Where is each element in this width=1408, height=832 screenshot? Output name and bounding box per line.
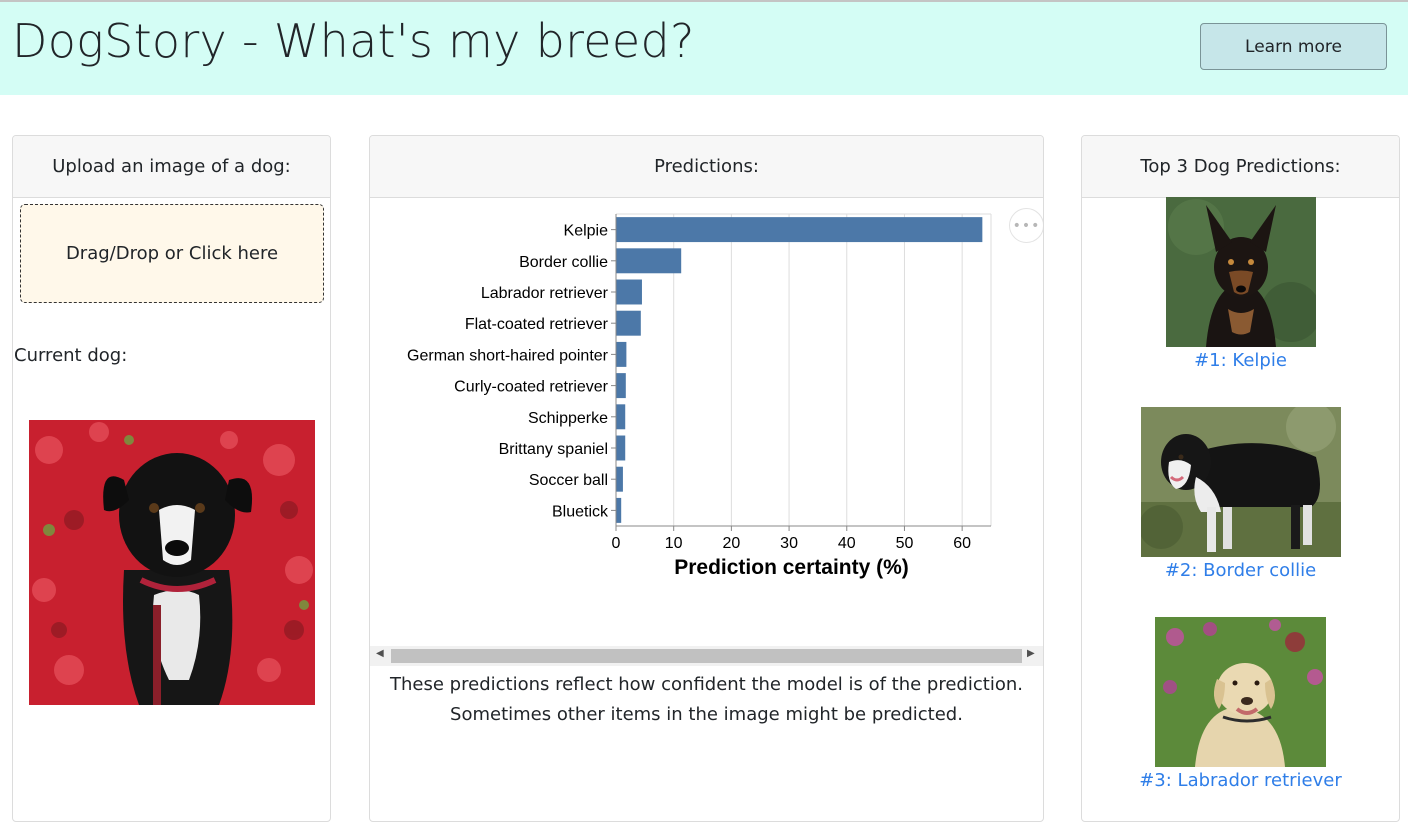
top3-card: Top 3 Dog Predictions: #1: Kelpie [1081, 135, 1400, 822]
bar-bluetick [616, 497, 622, 523]
prediction-link-2[interactable]: #2: Border collie [1164, 560, 1317, 581]
x-tick-label: 30 [780, 535, 798, 552]
bar-brittany-spaniel [616, 435, 626, 461]
upload-card: Upload an image of a dog: Drag/Drop or C… [12, 135, 331, 822]
x-tick-label: 20 [722, 535, 740, 552]
x-tick-label: 60 [953, 535, 971, 552]
x-tick-label: 50 [896, 535, 914, 552]
current-dog-image [29, 420, 315, 705]
y-tick-label: Kelpie [564, 223, 609, 240]
x-tick-label: 40 [838, 535, 856, 552]
scroll-right-arrow-icon[interactable]: ▶ [1027, 648, 1035, 659]
predictions-card: Predictions: Kelpie Border collie Labrador… [369, 135, 1044, 822]
y-tick-label: Labrador retriever [481, 285, 609, 302]
bar-german-short-haired-pointer [616, 341, 627, 367]
prediction-chart-area: Kelpie Border collie Labrador retriever Fla… [370, 198, 1043, 648]
scroll-left-arrow-icon[interactable]: ◀ [376, 648, 384, 659]
current-dog-label: Current dog: [14, 345, 128, 366]
chart-actions-menu-button[interactable]: ••• [1009, 208, 1043, 243]
y-tick-label: Schipperke [528, 410, 608, 427]
image-dropzone[interactable]: Drag/Drop or Click here [20, 204, 324, 303]
top3-card-header: Top 3 Dog Predictions: [1082, 136, 1399, 198]
prediction-bar-chart: Kelpie Border collie Labrador retriever Fla… [407, 213, 992, 579]
y-tick-label: German short-haired pointer [407, 347, 609, 364]
bar-soccer-ball [616, 466, 623, 492]
top3-item-3: #3: Labrador retriever [1082, 617, 1399, 791]
border-collie-thumbnail [1140, 407, 1341, 557]
x-tick-label: 0 [612, 535, 621, 552]
predictions-card-header: Predictions: [370, 136, 1043, 198]
app-header: DogStory - What's my breed? Learn more [0, 2, 1408, 95]
bar-border-collie [616, 248, 682, 274]
y-tick-label: Border collie [519, 254, 608, 271]
top3-item-2: #2: Border collie [1082, 407, 1399, 581]
labrador-retriever-thumbnail [1155, 617, 1326, 767]
learn-more-button[interactable]: Learn more [1200, 23, 1387, 70]
prediction-link-1[interactable]: #1: Kelpie [1194, 350, 1287, 371]
scrollbar-thumb[interactable] [391, 649, 1022, 663]
x-tick-label: 10 [665, 535, 683, 552]
y-tick-label: Curly-coated retriever [454, 379, 609, 396]
bar-curly-coated-retriever [616, 373, 626, 399]
kelpie-thumbnail [1165, 197, 1316, 347]
horizontal-scrollbar[interactable]: ◀ ▶ [370, 646, 1043, 666]
y-tick-label: Flat-coated retriever [465, 316, 609, 333]
caption-line-1: These predictions reflect how confident … [390, 674, 1023, 695]
caption-line-2: Sometimes other items in the image might… [450, 704, 963, 725]
top3-item-1: #1: Kelpie [1082, 197, 1399, 371]
bar-kelpie [616, 217, 983, 243]
y-tick-label: Bluetick [552, 503, 609, 520]
y-tick-label: Brittany spaniel [499, 441, 608, 458]
bar-labrador-retriever [616, 279, 642, 305]
page-title: DogStory - What's my breed? [12, 14, 695, 68]
bar-schipperke [616, 404, 626, 430]
predictions-caption: These predictions reflect how confident … [370, 670, 1043, 730]
window-top-border [0, 0, 1408, 2]
y-tick-label: Soccer ball [529, 472, 608, 489]
upload-card-header: Upload an image of a dog: [13, 136, 330, 198]
x-axis-title: Prediction certainty (%) [674, 556, 909, 579]
bar-flat-coated-retriever [616, 310, 641, 336]
prediction-link-3[interactable]: #3: Labrador retriever [1139, 770, 1342, 791]
